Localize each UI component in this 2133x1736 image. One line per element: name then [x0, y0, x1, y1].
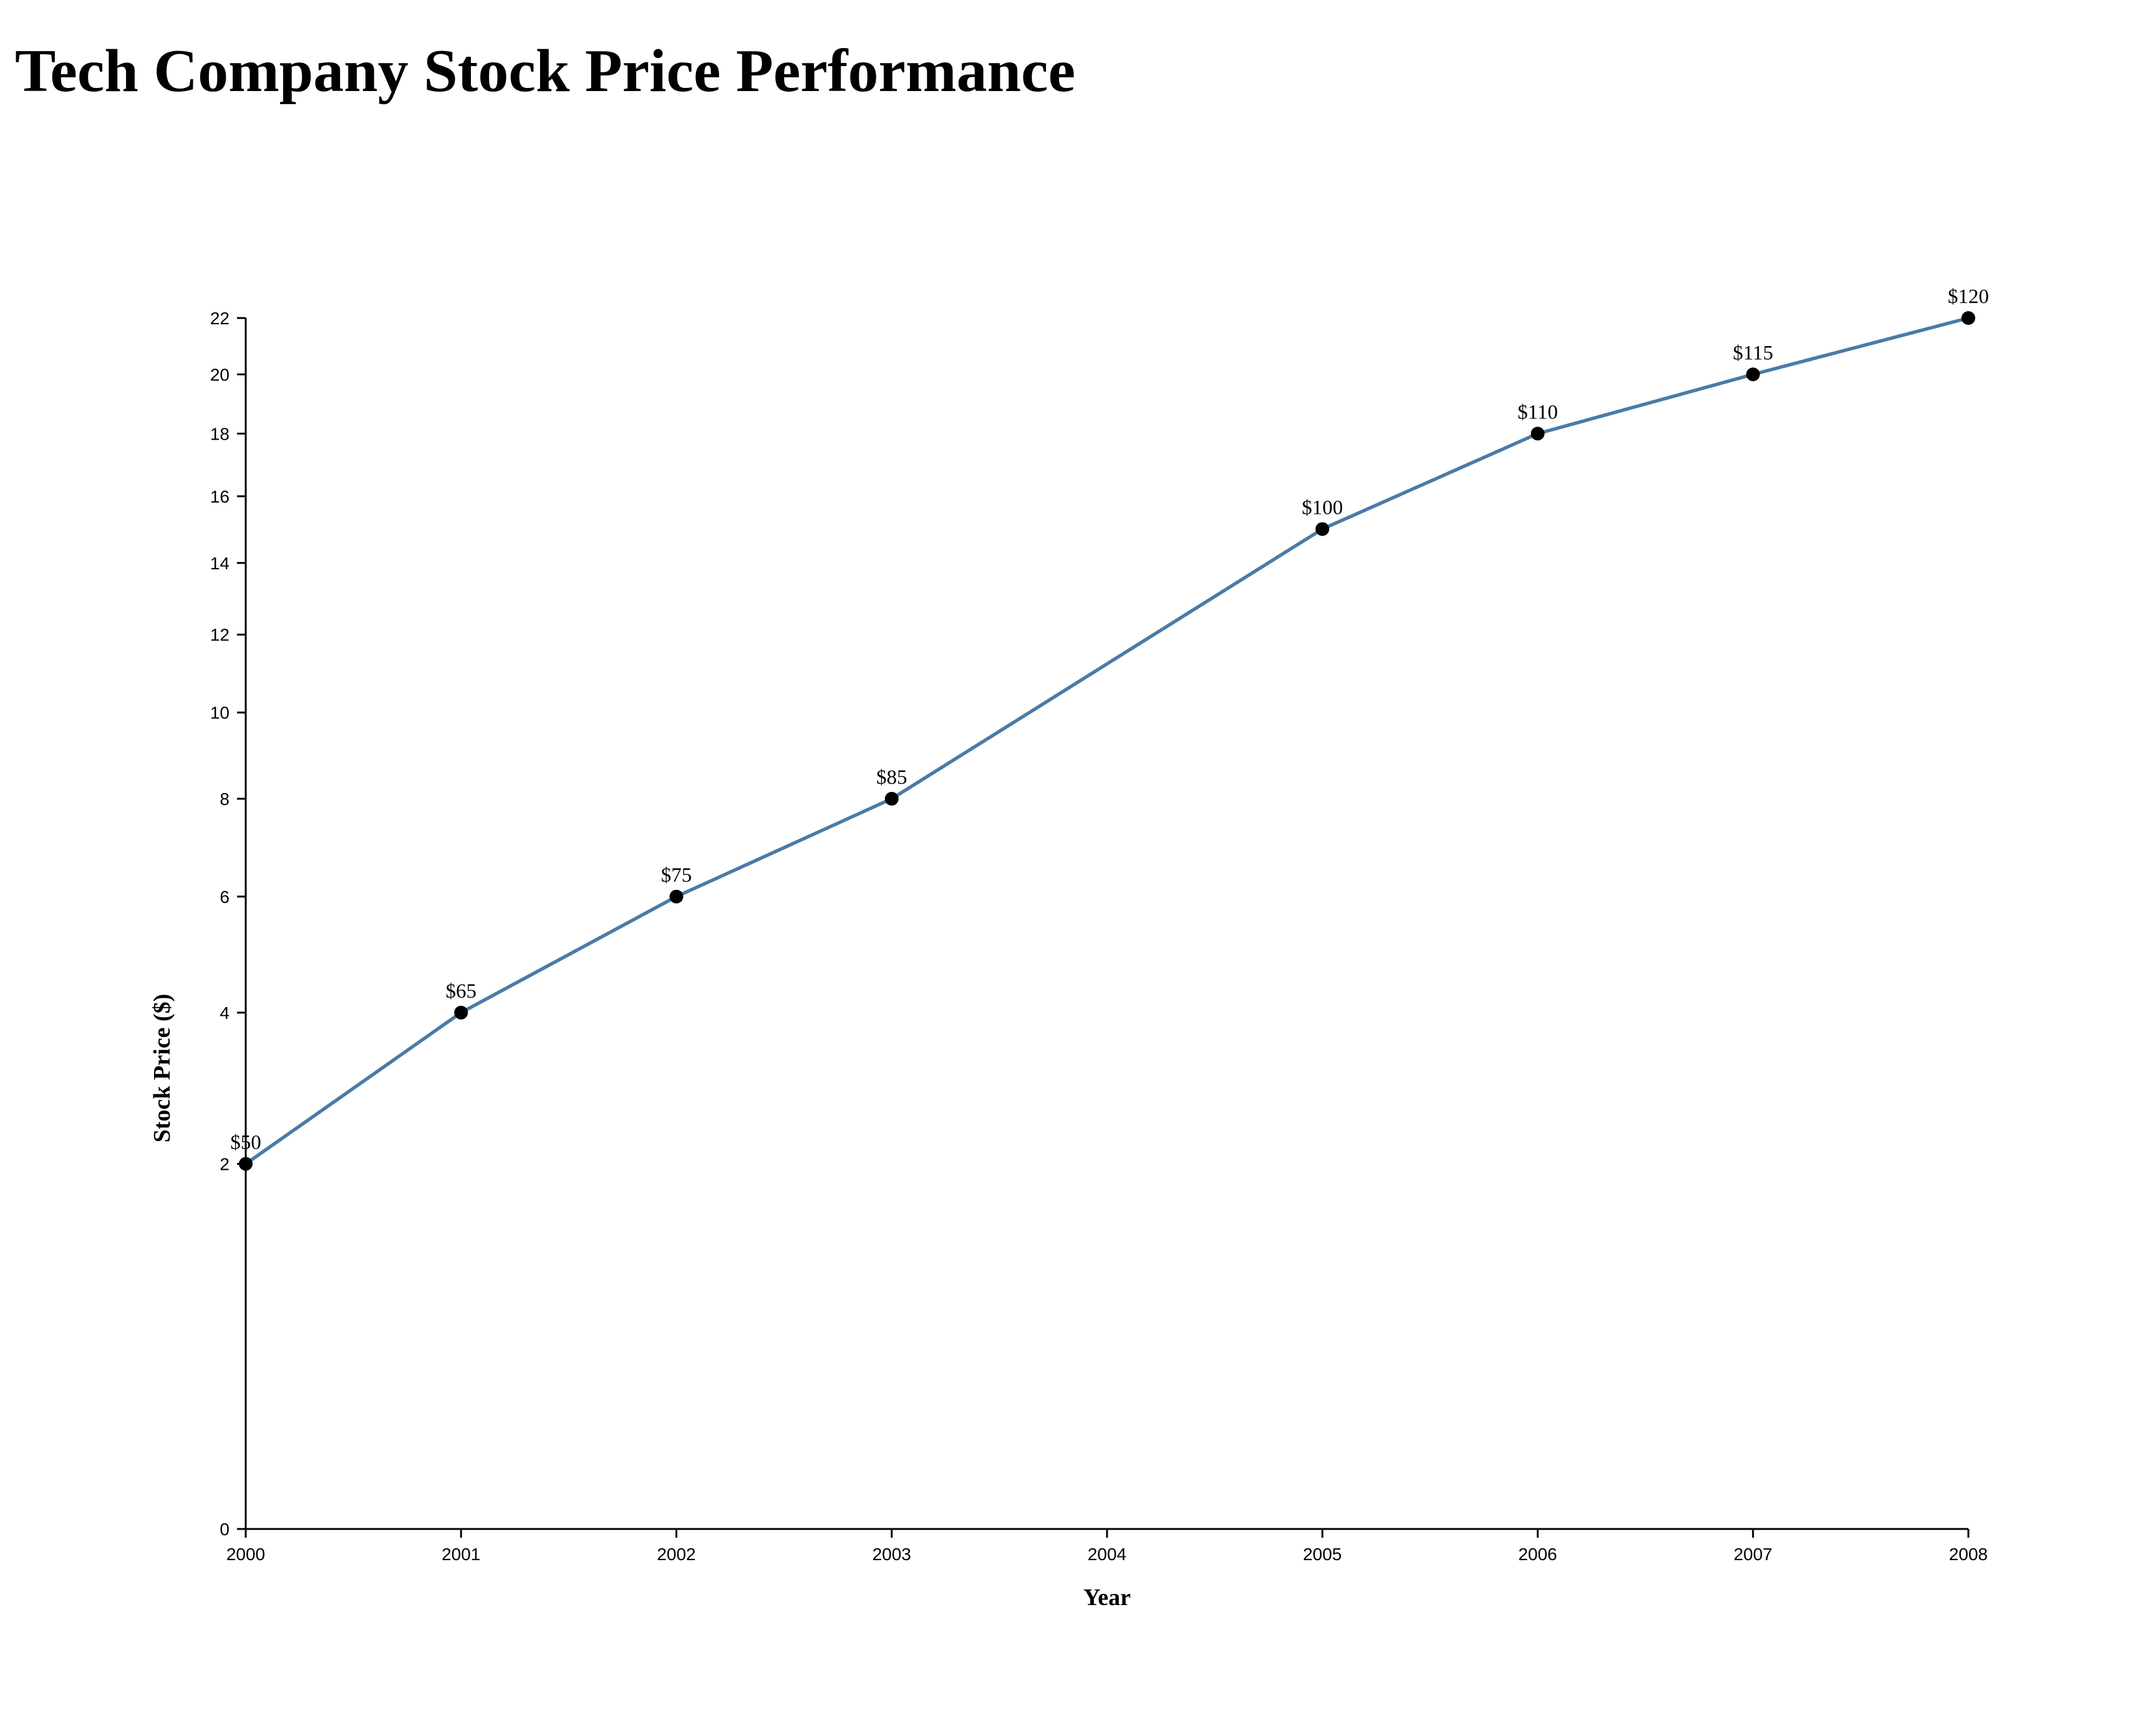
data-point	[454, 1005, 468, 1020]
data-label: $50	[230, 1131, 261, 1154]
x-tick-label: 2007	[1734, 1545, 1773, 1564]
x-tick-label: 2000	[226, 1545, 265, 1564]
x-tick-label: 2006	[1518, 1545, 1557, 1564]
data-label: $110	[1517, 401, 1558, 423]
y-tick-label: 6	[220, 887, 230, 907]
x-axis-ticks: 2000 2001 2002 2003 2004 2005 2006 2007 2008	[226, 1529, 1988, 1564]
series-line	[244, 316, 1970, 1166]
data-point	[1961, 311, 1975, 325]
x-tick-label: 2003	[873, 1545, 911, 1564]
x-tick-label: 2008	[1949, 1545, 1988, 1564]
x-axis-title: Year	[1083, 1584, 1131, 1611]
chart-title: Tech Company Stock Price Performance	[15, 37, 1076, 105]
data-label: $85	[876, 766, 907, 789]
data-point	[1315, 522, 1330, 536]
y-tick-label: 22	[210, 309, 230, 328]
y-tick-label: 12	[210, 625, 230, 645]
x-tick-label: 2005	[1303, 1545, 1342, 1564]
y-tick-label: 20	[210, 365, 230, 384]
x-tick-label: 2001	[442, 1545, 480, 1564]
data-point	[884, 791, 899, 806]
y-tick-label: 8	[220, 789, 230, 809]
y-tick-label: 0	[220, 1520, 230, 1539]
x-tick-label: 2004	[1088, 1545, 1126, 1564]
y-tick-label: 18	[210, 424, 230, 443]
data-label: $120	[1948, 286, 1989, 308]
data-point	[669, 889, 684, 904]
y-tick-label: 10	[210, 703, 230, 723]
y-tick-label: 2	[220, 1154, 230, 1174]
y-tick-label: 4	[220, 1003, 230, 1023]
y-tick-label: 16	[210, 487, 230, 506]
data-label: $75	[661, 864, 692, 887]
data-label: $65	[446, 980, 477, 1003]
chart-axes	[244, 318, 1968, 1530]
data-label: $100	[1302, 496, 1343, 519]
x-tick-label: 2002	[657, 1545, 695, 1564]
data-points	[239, 311, 1975, 1171]
y-axis-title: Stock Price ($)	[149, 994, 175, 1142]
data-label: $115	[1733, 342, 1773, 364]
y-axis-ticks: 0 2 4 6 8 10 12 14 16 18 20 22	[210, 309, 246, 1539]
data-point	[239, 1157, 253, 1171]
data-point	[1531, 427, 1545, 441]
data-point	[1746, 367, 1760, 382]
data-labels: $50 $65 $75 $85 $100 $110 $115 $120	[230, 286, 1989, 1154]
y-tick-label: 14	[210, 554, 230, 573]
